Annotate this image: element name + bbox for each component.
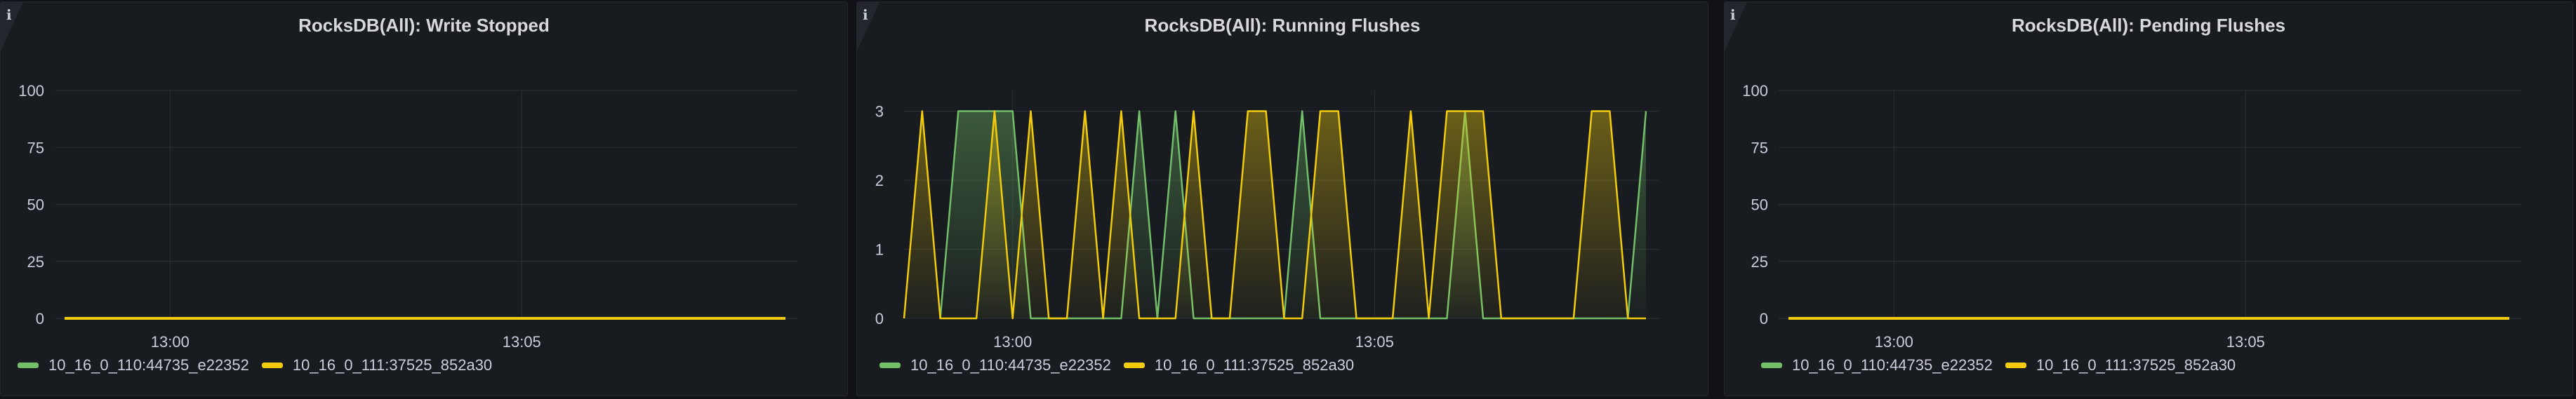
info-icon[interactable]: i bbox=[6, 6, 12, 23]
chart-write-stopped: 0 25 50 75 100 13:00 13:05 bbox=[18, 82, 797, 351]
legend-item-series-b[interactable]: 10_16_0_111:37525_852a30 bbox=[2005, 356, 2236, 374]
y-tick-label: 2 bbox=[875, 172, 884, 189]
y-tick-label: 25 bbox=[1751, 253, 1768, 271]
y-tick-label: 75 bbox=[27, 139, 44, 156]
legend-swatch-yellow bbox=[1123, 363, 1145, 368]
x-tick-label: 13:05 bbox=[503, 333, 541, 351]
y-tick-label: 50 bbox=[1751, 196, 1768, 214]
y-tick-label: 50 bbox=[27, 196, 44, 214]
chart-running-flushes: 0 1 2 3 13:00 13:05 bbox=[875, 90, 1659, 351]
y-tick-label: 25 bbox=[27, 253, 44, 271]
legend: 10_16_0_110:44735_e22352 10_16_0_111:375… bbox=[879, 356, 1367, 374]
panel-write-stopped: i RocksDB(All): Write Stopped 0 25 50 75 100… bbox=[0, 1, 848, 396]
legend-item-series-a[interactable]: 10_16_0_110:44735_e22352 bbox=[18, 356, 249, 374]
legend-label: 10_16_0_111:37525_852a30 bbox=[292, 356, 493, 374]
legend-swatch-green bbox=[879, 363, 901, 368]
legend-item-series-a[interactable]: 10_16_0_110:44735_e22352 bbox=[879, 356, 1111, 374]
x-tick-label: 13:00 bbox=[993, 333, 1032, 351]
x-tick-label: 13:00 bbox=[151, 333, 190, 351]
chart-pending-flushes: 0 25 50 75 100 13:00 13:05 bbox=[1742, 82, 2521, 351]
legend-swatch-yellow bbox=[2005, 363, 2026, 368]
x-tick-label: 13:05 bbox=[1355, 333, 1394, 351]
y-tick-label: 100 bbox=[18, 82, 44, 100]
legend-swatch-green bbox=[18, 363, 39, 368]
y-tick-label: 0 bbox=[875, 310, 884, 327]
y-tick-label: 75 bbox=[1751, 139, 1768, 156]
legend-swatch-green bbox=[1761, 363, 1782, 368]
panel-title[interactable]: RocksDB(All): Running Flushes bbox=[1144, 15, 1421, 36]
legend-swatch-yellow bbox=[261, 363, 283, 368]
legend-label: 10_16_0_111:37525_852a30 bbox=[2036, 356, 2236, 374]
panel-info-corner[interactable] bbox=[1, 2, 23, 51]
x-tick-label: 13:05 bbox=[2226, 333, 2265, 351]
legend-item-series-b[interactable]: 10_16_0_111:37525_852a30 bbox=[261, 356, 493, 374]
y-tick-label: 100 bbox=[1742, 82, 1768, 100]
legend-item-series-a[interactable]: 10_16_0_110:44735_e22352 bbox=[1761, 356, 1993, 374]
panel-title[interactable]: RocksDB(All): Pending Flushes bbox=[2011, 15, 2286, 36]
panel-running-flushes: i RocksDB(All): Running Flushes 0 1 2 3 13:0… bbox=[856, 1, 1708, 396]
series-line bbox=[903, 110, 1646, 320]
x-tick-label: 13:00 bbox=[1875, 333, 1913, 351]
legend: 10_16_0_110:44735_e22352 10_16_0_111:375… bbox=[18, 356, 505, 374]
y-tick-label: 0 bbox=[36, 310, 44, 327]
legend-label: 10_16_0_111:37525_852a30 bbox=[1154, 356, 1355, 374]
legend: 10_16_0_110:44735_e22352 10_16_0_111:375… bbox=[1761, 356, 2248, 374]
panel-pending-flushes: i RocksDB(All): Pending Flushes 0 25 50 75 1… bbox=[1724, 1, 2573, 396]
panel-info-corner[interactable] bbox=[1725, 2, 1747, 51]
legend-label: 10_16_0_110:44735_e22352 bbox=[1792, 356, 1993, 374]
legend-label: 10_16_0_110:44735_e22352 bbox=[910, 356, 1111, 374]
panel-title[interactable]: RocksDB(All): Write Stopped bbox=[298, 15, 550, 36]
info-icon[interactable]: i bbox=[1730, 6, 1736, 23]
y-tick-label: 0 bbox=[1760, 310, 1768, 327]
y-tick-label: 3 bbox=[875, 103, 884, 121]
info-icon[interactable]: i bbox=[863, 6, 868, 23]
panel-info-corner[interactable] bbox=[857, 2, 879, 51]
y-tick-label: 1 bbox=[875, 241, 884, 259]
legend-label: 10_16_0_110:44735_e22352 bbox=[48, 356, 249, 374]
legend-item-series-b[interactable]: 10_16_0_111:37525_852a30 bbox=[1123, 356, 1355, 374]
